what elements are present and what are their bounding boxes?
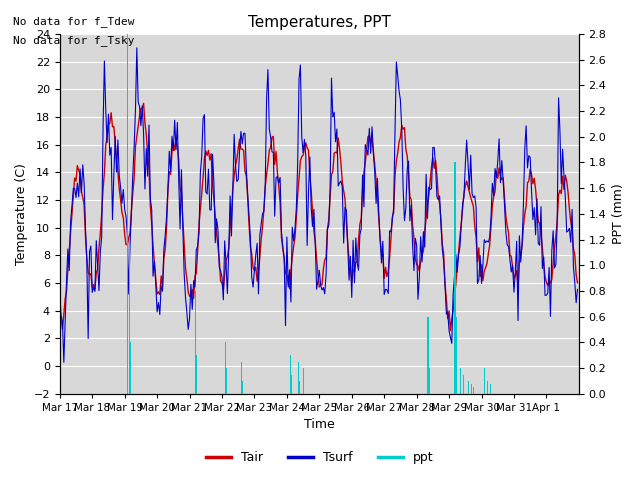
Bar (468, 381, 469, 394)
Bar (298, 362, 299, 394)
Bar (490, 384, 491, 394)
Bar (127, 34, 129, 394)
Bar (299, 381, 300, 394)
Bar (196, 355, 197, 394)
Text: No data for f_Tdew: No data for f_Tdew (13, 16, 134, 27)
Bar (195, 291, 196, 394)
Text: BA_arable: BA_arable (0, 479, 1, 480)
Y-axis label: PPT (mm): PPT (mm) (612, 183, 625, 244)
Title: Temperatures, PPT: Temperatures, PPT (248, 15, 391, 30)
Bar (484, 368, 485, 394)
Bar (460, 368, 461, 394)
Bar (129, 240, 130, 394)
Bar (289, 355, 291, 394)
Bar (241, 362, 242, 394)
Bar (470, 384, 472, 394)
Y-axis label: Temperature (C): Temperature (C) (15, 163, 28, 265)
Bar (428, 317, 429, 394)
Bar (226, 368, 227, 394)
Text: No data for f_Tsky: No data for f_Tsky (13, 35, 134, 46)
Bar (429, 368, 430, 394)
X-axis label: Time: Time (304, 419, 335, 432)
Bar (291, 374, 292, 394)
Bar (303, 368, 304, 394)
Bar (225, 342, 226, 394)
Bar (130, 342, 131, 394)
Bar (487, 381, 488, 394)
Bar (456, 317, 457, 394)
Legend: Tair, Tsurf, ppt: Tair, Tsurf, ppt (202, 446, 438, 469)
Bar (454, 162, 456, 394)
